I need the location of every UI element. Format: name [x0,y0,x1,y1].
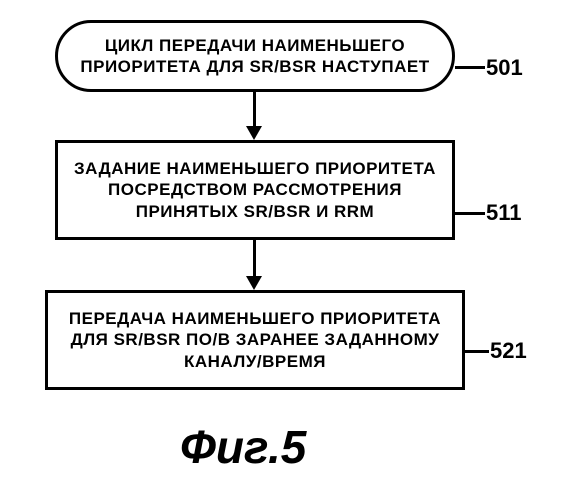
tick-511 [455,212,485,215]
tick-501 [455,66,485,69]
node-set-priority-text: ЗАДАНИЕ НАИМЕНЬШЕГО ПРИОРИТЕТАПОСРЕДСТВО… [74,158,436,222]
node-start-text: ЦИКЛ ПЕРЕДАЧИ НАИМЕНЬШЕГОПРИОРИТЕТА ДЛЯ … [80,35,429,78]
tick-521 [465,350,489,353]
label-501: 501 [486,55,523,81]
node-transmit-text: ПЕРЕДАЧА НАИМЕНЬШЕГО ПРИОРИТЕТАДЛЯ SR/BS… [69,308,441,372]
node-start: ЦИКЛ ПЕРЕДАЧИ НАИМЕНЬШЕГОПРИОРИТЕТА ДЛЯ … [55,20,455,92]
node-set-priority: ЗАДАНИЕ НАИМЕНЬШЕГО ПРИОРИТЕТАПОСРЕДСТВО… [55,140,455,240]
label-511: 511 [486,200,522,226]
figure-caption: Фиг.5 [180,420,306,474]
node-transmit: ПЕРЕДАЧА НАИМЕНЬШЕГО ПРИОРИТЕТАДЛЯ SR/BS… [45,290,465,390]
label-521: 521 [490,338,527,364]
flowchart-container: ЦИКЛ ПЕРЕДАЧИ НАИМЕНЬШЕГОПРИОРИТЕТА ДЛЯ … [0,0,580,500]
